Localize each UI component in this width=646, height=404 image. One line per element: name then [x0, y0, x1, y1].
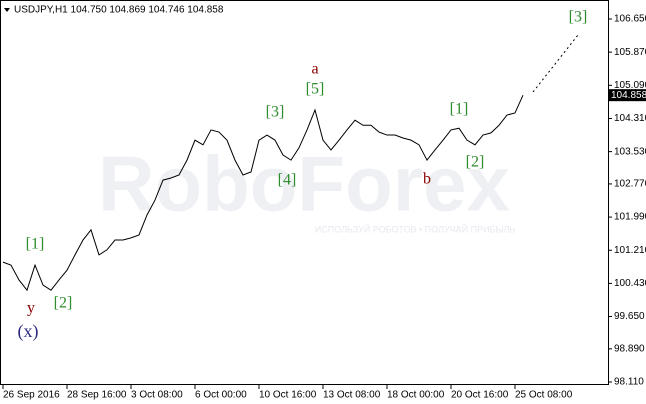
x-tick-label: 18 Oct 00:00 — [387, 390, 445, 401]
wave-label: (x) — [18, 321, 39, 342]
watermark: RoboForex — [98, 140, 510, 228]
y-tick-label: 98.890 — [614, 343, 645, 354]
y-tick-label: 100.430 — [614, 278, 646, 289]
symbol-icon — [4, 8, 10, 12]
y-tick-label: 98.110 — [614, 377, 644, 388]
x-tick-label: 25 Oct 08:00 — [515, 390, 573, 401]
price-line — [2, 94, 524, 292]
x-tick-label: 28 Sep 16:00 — [67, 390, 127, 401]
wave-label: y — [27, 300, 35, 317]
x-tick-label: 3 Oct 08:00 — [131, 390, 183, 401]
y-tick-label: 105.870 — [614, 47, 646, 58]
x-tick-label: 13 Oct 08:00 — [323, 390, 381, 401]
wave-label: a — [311, 61, 318, 78]
x-tick-label: 10 Oct 16:00 — [259, 390, 317, 401]
y-tick-label: 101.990 — [614, 212, 646, 223]
wave-label: [1] — [26, 236, 45, 253]
projection-line — [532, 34, 579, 93]
wave-label: [2] — [54, 295, 73, 312]
y-tick-label: 106.650 — [614, 14, 646, 25]
wave-label: [5] — [306, 81, 325, 98]
wave-label: [4] — [278, 172, 297, 189]
y-tick-label: 99.650 — [614, 311, 645, 322]
chart-title: USDJPY,H1 104.750 104.869 104.746 104.85… — [14, 5, 224, 16]
price-marker — [608, 89, 646, 102]
watermark-sub: ИСПОЛЬЗУЙ РОБОТОВ • ПОЛУЧАЙ ПРИБЫЛЬ — [315, 223, 516, 234]
wave-label: [2] — [466, 154, 485, 171]
plot-frame — [0, 0, 609, 385]
y-tick-label: 103.530 — [614, 146, 646, 157]
y-tick-label: 102.770 — [614, 179, 646, 190]
wave-label: [3] — [266, 104, 285, 121]
y-tick-label: 101.210 — [614, 245, 646, 256]
wave-label: b — [423, 171, 431, 188]
x-tick-label: 26 Sep 2016 — [3, 390, 60, 401]
y-tick-label: 105.090 — [614, 80, 646, 91]
x-tick-label: 6 Oct 00:00 — [195, 390, 247, 401]
wave-label: [1] — [450, 101, 469, 118]
y-tick-label: 104.310 — [614, 113, 646, 124]
x-tick-label: 20 Oct 16:00 — [451, 390, 509, 401]
price-label: 104.858 — [611, 90, 646, 101]
wave-label: [3] — [569, 9, 588, 26]
